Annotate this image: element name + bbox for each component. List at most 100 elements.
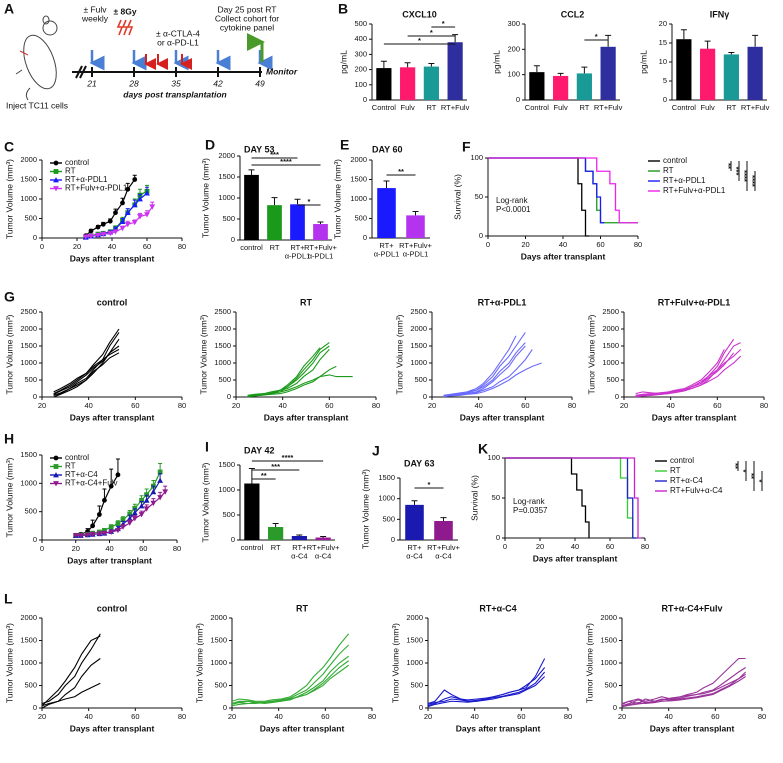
collect-label: cytokine panel (220, 22, 274, 32)
timeline-tick-label: 35 (171, 78, 181, 88)
series-line (635, 349, 725, 396)
legend-marker (53, 186, 59, 192)
x-tick-label: 60 (325, 401, 333, 410)
y-tick-label: 5 (663, 76, 667, 85)
x-tick-label: RT+ (290, 243, 305, 252)
y-axis-label: Tumor Volume (mm³) (200, 158, 210, 238)
significance-label: ** (747, 473, 756, 479)
y-tick-label: 500 (606, 375, 619, 384)
data-point (82, 234, 89, 240)
chart-title: RT+α-PDL1 (478, 297, 527, 307)
data-point (113, 210, 118, 216)
x-tick-label: α-PDL1 (308, 251, 334, 260)
rt-bolt (126, 19, 134, 36)
panel-label: K (478, 441, 488, 457)
panel-label: A (4, 1, 14, 17)
data-point (107, 218, 113, 224)
axis-break (75, 65, 83, 79)
legend-marker (53, 464, 59, 469)
chart-title: CXCL10 (402, 9, 437, 19)
x-tick-label: RT+Fulv+ (307, 543, 340, 552)
data-point (143, 497, 150, 503)
annotation: P=0.0357 (513, 506, 548, 515)
data-point (126, 515, 133, 521)
chart-title: RT+Fulv+α-PDL1 (658, 297, 731, 307)
y-tick-label: 1500 (218, 172, 235, 181)
series-line (75, 491, 166, 537)
y-tick-label: 1000 (20, 478, 37, 487)
y-tick-label: 2500 (20, 307, 37, 316)
legend-label: control (663, 156, 687, 165)
cells-label: Inject TC11 cells (6, 100, 68, 110)
x-tick-label: 40 (278, 401, 286, 410)
y-tick-label: 2000 (602, 324, 619, 333)
y-tick-label: 0 (363, 95, 367, 104)
axis-break (79, 65, 87, 79)
x-tick-label: 20 (521, 240, 529, 249)
y-tick-label: 100 (470, 153, 483, 162)
panel-label: D (205, 137, 215, 153)
y-tick-label: 0 (33, 703, 37, 712)
x-tick-label: 20 (424, 712, 432, 721)
error-bar (440, 517, 447, 521)
x-tick-label: RT+Fulv (441, 103, 470, 112)
chart-title: DAY 53 (244, 144, 275, 154)
series-line (231, 664, 349, 705)
x-tick-label: 60 (711, 712, 719, 721)
y-tick-label: 1500 (350, 174, 367, 183)
y-tick-label: 0 (363, 233, 367, 242)
x-tick-label: 20 (73, 242, 81, 251)
chart-title: RT+α-C4 (479, 603, 516, 613)
x-tick-label: RT+Fulv (741, 103, 770, 112)
error-bar (296, 534, 303, 536)
y-tick-label: 1500 (20, 341, 37, 350)
data-point (138, 512, 145, 518)
x-tick-label: 40 (666, 401, 674, 410)
y-tick-label: 100 (354, 80, 367, 89)
y-tick-label: 100 (487, 453, 500, 462)
y-tick-label: 1500 (218, 460, 235, 469)
panel-label: I (205, 439, 209, 455)
x-tick-label: α-PDL1 (285, 251, 311, 260)
data-point (100, 231, 107, 237)
x-axis-label: Days after transplant (70, 253, 155, 263)
significance-label: * (428, 480, 431, 489)
x-tick-label: 0 (503, 542, 507, 551)
bar (400, 67, 416, 100)
data-point (137, 214, 143, 220)
y-tick-label: 1500 (600, 635, 617, 644)
y-tick-label: 2000 (20, 324, 37, 333)
legend-label: RT+α-C4+Fulv (65, 479, 118, 488)
bar (747, 46, 763, 100)
y-axis-label: Tumor Volume (mm³) (586, 314, 596, 394)
collect-label: Day 25 post RT (218, 4, 277, 14)
y-tick-label: 500 (24, 213, 37, 222)
x-tick-label: 40 (105, 544, 113, 553)
series-line (443, 335, 517, 396)
x-tick-label: 60 (131, 712, 139, 721)
x-tick-label: RT (271, 543, 281, 552)
y-axis-label: Tumor Volume (mm³) (200, 462, 210, 542)
significance-label: *** (732, 167, 741, 176)
x-tick-label: RT+Fulv (594, 103, 623, 112)
y-tick-label: 0 (663, 95, 667, 104)
y-axis-label: Tumor Volume (mm³) (332, 159, 342, 239)
x-tick-label: RT+Fulv+ (304, 243, 337, 252)
data-point (157, 495, 164, 501)
legend-marker (53, 169, 59, 174)
bar (423, 66, 439, 100)
bar (406, 215, 425, 238)
series-line (635, 355, 742, 398)
bar (376, 68, 392, 100)
series-line (427, 667, 546, 707)
y-tick-label: 300 (354, 49, 367, 58)
x-tick-label: α-C4 (406, 551, 422, 560)
data-point (77, 533, 84, 539)
data-point (126, 520, 133, 526)
y-axis-label: Tumor Volume (mm³) (4, 314, 14, 394)
x-axis-label: Days after transplant (650, 723, 735, 733)
y-tick-label: 0 (419, 703, 423, 712)
legend-label: control (65, 453, 89, 462)
data-point (115, 527, 121, 534)
